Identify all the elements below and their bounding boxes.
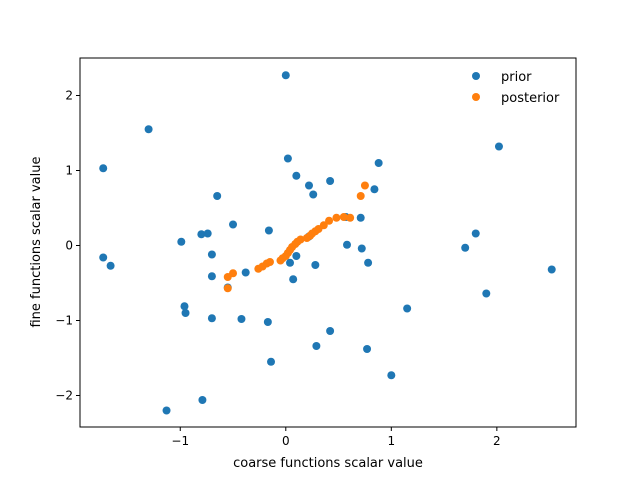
prior-point bbox=[289, 275, 298, 284]
prior-point bbox=[263, 318, 272, 326]
prior-point bbox=[281, 71, 290, 80]
y-tick-label: −1 bbox=[55, 314, 73, 328]
posterior-point bbox=[229, 269, 238, 278]
prior-point bbox=[343, 240, 351, 249]
legend: prior posterior bbox=[472, 70, 560, 106]
prior-point bbox=[283, 154, 292, 163]
prior-point bbox=[292, 171, 301, 180]
prior-point bbox=[198, 396, 207, 404]
prior-point bbox=[364, 258, 373, 267]
prior-point bbox=[370, 185, 379, 194]
posterior-point bbox=[346, 213, 355, 222]
prior-point bbox=[286, 258, 295, 267]
prior-point bbox=[207, 314, 216, 323]
prior-point bbox=[241, 268, 250, 277]
prior-point bbox=[387, 371, 396, 380]
prior-point bbox=[181, 309, 190, 317]
prior-point bbox=[237, 315, 246, 323]
posterior-point bbox=[319, 221, 328, 230]
prior-point bbox=[494, 142, 503, 151]
x-axis: −1 0 1 2 bbox=[171, 427, 501, 448]
prior-point bbox=[305, 181, 313, 190]
x-axis-label: coarse functions scalar value bbox=[233, 456, 423, 471]
prior-point bbox=[207, 250, 216, 259]
posterior-point bbox=[360, 181, 369, 190]
y-axis-label: fine functions scalar value bbox=[29, 156, 44, 327]
prior-point bbox=[357, 244, 366, 253]
posterior-point bbox=[296, 235, 305, 244]
prior-point bbox=[309, 190, 318, 199]
prior-point bbox=[326, 327, 335, 335]
prior-point bbox=[311, 261, 320, 269]
y-tick-label: 2 bbox=[65, 89, 73, 103]
prior-point bbox=[356, 213, 365, 222]
posterior-point bbox=[339, 213, 348, 221]
prior-point bbox=[99, 253, 108, 262]
x-tick-label: 0 bbox=[282, 434, 290, 448]
posterior-point bbox=[332, 213, 341, 222]
prior-point bbox=[326, 177, 335, 185]
y-axis: −2 −1 0 1 2 bbox=[55, 89, 80, 403]
prior-point bbox=[403, 304, 412, 313]
legend-label-prior: prior bbox=[501, 70, 532, 85]
prior-point bbox=[177, 237, 186, 246]
x-tick-label: −1 bbox=[171, 434, 189, 448]
prior-point bbox=[374, 159, 383, 167]
prior-point bbox=[207, 272, 216, 281]
plot-frame bbox=[79, 57, 577, 428]
prior-point bbox=[229, 220, 238, 229]
points-layer bbox=[99, 71, 556, 415]
prior-point bbox=[312, 342, 321, 350]
prior-point bbox=[162, 406, 171, 415]
prior-point bbox=[203, 229, 212, 238]
prior-point bbox=[482, 289, 491, 298]
prior-point bbox=[213, 192, 222, 200]
prior-point bbox=[471, 229, 480, 238]
prior-point bbox=[144, 125, 153, 134]
prior-point bbox=[180, 302, 189, 311]
legend-marker-prior bbox=[472, 72, 480, 80]
prior-point bbox=[264, 226, 273, 235]
prior-point bbox=[547, 265, 556, 274]
x-tick-label: 2 bbox=[493, 434, 501, 448]
prior-point bbox=[106, 261, 115, 270]
prior-point bbox=[267, 357, 276, 366]
posterior-point bbox=[223, 284, 232, 293]
prior-point bbox=[363, 345, 372, 353]
x-tick-label: 1 bbox=[387, 434, 395, 448]
prior-point bbox=[99, 164, 108, 173]
y-tick-label: 0 bbox=[65, 239, 73, 253]
prior-point bbox=[292, 252, 301, 260]
y-tick-label: 1 bbox=[65, 164, 73, 178]
posterior-point bbox=[325, 216, 334, 225]
legend-label-posterior: posterior bbox=[501, 91, 560, 106]
posterior-point bbox=[265, 258, 274, 266]
prior-point bbox=[197, 230, 206, 239]
posterior-point bbox=[356, 192, 365, 200]
legend-marker-posterior bbox=[472, 93, 480, 101]
y-tick-label: −2 bbox=[55, 389, 73, 403]
prior-point bbox=[461, 243, 470, 252]
